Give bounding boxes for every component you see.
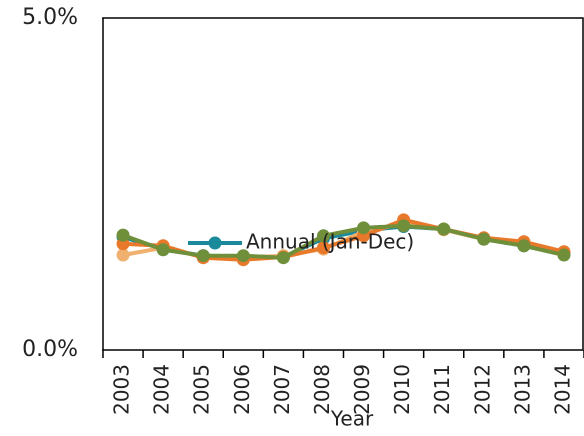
series-marker [236, 249, 250, 263]
x-tick-label: 2009 [350, 364, 374, 415]
x-axis-title: Year [330, 407, 374, 431]
series-marker [116, 228, 130, 242]
series-marker [437, 222, 451, 236]
x-tick-label: 2013 [510, 364, 534, 415]
series-marker [316, 241, 330, 255]
x-tick-label: 2010 [390, 364, 414, 415]
series-marker [276, 251, 290, 265]
x-tick-label: 2004 [150, 364, 174, 415]
x-tick-label: 2005 [190, 364, 214, 415]
x-tick-label: 2012 [470, 364, 494, 415]
series-line [122, 223, 565, 260]
series-marker [557, 248, 571, 262]
x-tick-label: 2003 [110, 364, 134, 415]
x-tick-label: 2007 [270, 364, 294, 415]
series-marker [196, 249, 210, 263]
series-marker [357, 221, 371, 235]
x-tick-label: 2014 [550, 364, 574, 415]
y-tick-label: 0.0% [22, 337, 78, 362]
series-marker [156, 243, 170, 257]
x-tick-label: 2006 [230, 364, 254, 415]
series-marker [397, 219, 411, 233]
legend-marker [208, 236, 222, 250]
y-tick-label: 5.0% [22, 5, 78, 30]
series-marker [477, 232, 491, 246]
legend-label: Annual (Jan-Dec) [246, 230, 414, 254]
series-marker [316, 229, 330, 243]
series-marker [116, 248, 130, 262]
x-tick-label: 2008 [310, 364, 334, 415]
series-marker [517, 239, 531, 253]
plot-frame [102, 17, 584, 351]
x-tick-label: 2011 [430, 364, 454, 415]
